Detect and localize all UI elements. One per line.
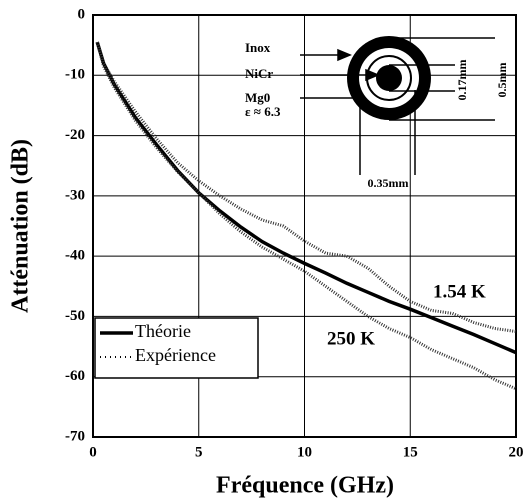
annotation: 1.54 K xyxy=(433,281,486,302)
annotation: 250 K xyxy=(327,328,375,349)
inner-conductor xyxy=(376,65,402,91)
y-tick-label: -30 xyxy=(65,187,85,203)
plot-frame xyxy=(92,14,517,438)
y-axis-label: Atténuation (dB) xyxy=(8,139,34,313)
dimension-lines xyxy=(300,37,495,175)
inset: Inox NiCr Mg0 ε ≈ 6.3 0.17mm 0.5mm 0.35m… xyxy=(245,36,509,190)
inset-label: 0.35mm xyxy=(368,176,409,190)
legend-label: Théorie xyxy=(135,321,191,341)
y-tick-label: 0 xyxy=(78,6,86,22)
y-tick-label: -70 xyxy=(65,428,85,444)
x-axis-label: Fréquence (GHz) xyxy=(216,473,394,499)
x-tick-label: 5 xyxy=(195,444,203,460)
y-tick-label: -50 xyxy=(65,308,85,324)
y-tick-label: -10 xyxy=(65,67,85,83)
inset-label: ε ≈ 6.3 xyxy=(245,104,281,119)
inset-label: Inox xyxy=(245,40,271,55)
plot: 0-10-20-30-40-50-60-700 5 10 15 20ThéorieExp… xyxy=(65,6,524,460)
inset-label: NiCr xyxy=(245,66,273,81)
inset-label: 0.5mm xyxy=(495,63,509,98)
x-tick-label: 0 xyxy=(89,444,97,460)
x-tick-label: 10 xyxy=(297,444,312,460)
y-tick-label: -20 xyxy=(65,127,85,143)
inset-label: 0.17mm xyxy=(455,60,469,101)
series-line xyxy=(95,41,517,391)
series-line xyxy=(95,41,517,355)
x-tick-label: 15 xyxy=(403,444,418,460)
x-tick-label: 20 xyxy=(509,444,524,460)
legend-label: Expérience xyxy=(135,345,216,365)
y-tick-label: -40 xyxy=(65,248,85,264)
inset-label: Mg0 xyxy=(245,90,270,105)
legend-box xyxy=(94,317,259,379)
y-tick-label: -60 xyxy=(65,368,85,384)
